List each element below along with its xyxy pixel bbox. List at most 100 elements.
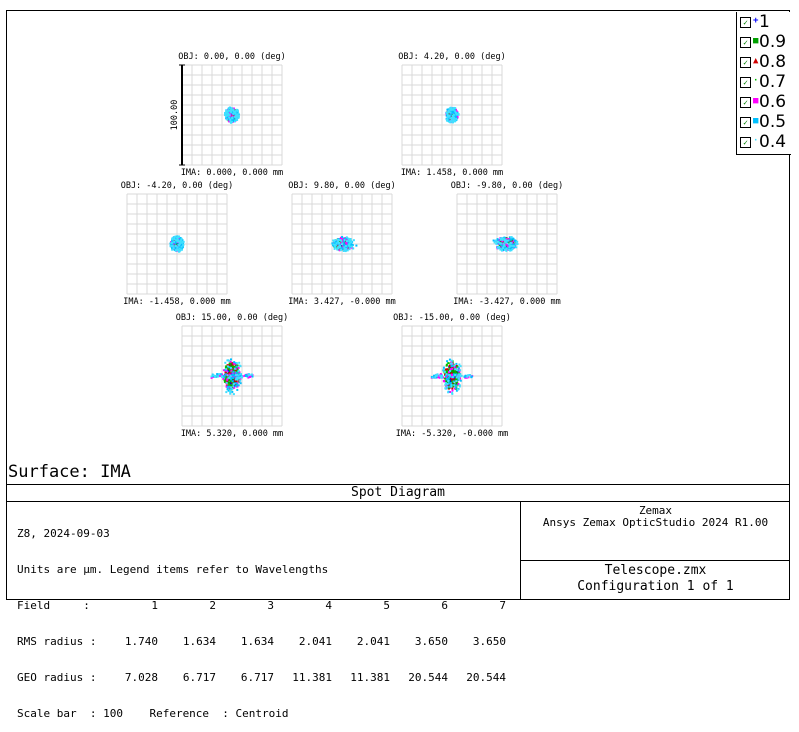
spot-point <box>217 375 220 378</box>
spot-point <box>456 368 458 371</box>
geo-value: 6.717 <box>182 671 216 684</box>
rms-value: 1.740 <box>124 635 158 648</box>
spot-point <box>440 375 443 378</box>
spot-point <box>222 375 225 378</box>
configuration-label: Configuration 1 of 1 <box>577 579 734 594</box>
spot-ima-label: IMA: 3.427, -0.000 mm <box>288 297 395 307</box>
spot-obj-label: OBJ: 15.00, 0.00 (deg) <box>176 313 289 323</box>
spot-point <box>455 376 458 379</box>
spot-point <box>504 248 506 251</box>
spot-point <box>450 362 452 365</box>
legend-item[interactable]: ✓ ■ 0.6 <box>739 92 791 112</box>
legend-item[interactable]: ✓ ▲ 0.8 <box>739 52 791 72</box>
spot-point <box>235 382 238 385</box>
spot-point <box>229 369 231 372</box>
spot-point <box>182 243 185 246</box>
spot-point <box>449 368 452 371</box>
legend-item[interactable]: ✓ · 0.7 <box>739 72 791 92</box>
spot-point <box>501 249 503 252</box>
spot-point <box>449 369 452 372</box>
legend-checkbox-icon[interactable]: ✓ <box>740 37 751 48</box>
spot-point <box>237 366 240 369</box>
spot-point <box>453 364 456 367</box>
spot-point <box>457 369 460 372</box>
field-value: 6 <box>441 599 448 612</box>
spot-point <box>236 382 239 385</box>
spot-point <box>436 374 439 377</box>
legend-item[interactable]: ✓ · 0.4 <box>739 132 791 152</box>
spot-point <box>459 373 462 376</box>
spot-point <box>233 386 236 389</box>
rms-value: 3.650 <box>472 635 506 648</box>
spot-point <box>451 366 454 369</box>
chart-title: Spot Diagram <box>6 484 790 502</box>
spot-point <box>234 120 236 123</box>
company-name: Zemax <box>638 504 673 517</box>
spot-point <box>229 117 232 120</box>
spot-point <box>452 380 455 383</box>
spot-point <box>226 114 229 117</box>
spot-point <box>227 112 230 115</box>
spot-point <box>248 374 251 376</box>
spot-point <box>442 368 445 371</box>
legend-item[interactable]: ✓ +1 <box>739 12 791 32</box>
spot-point <box>450 359 453 362</box>
spot-point <box>231 387 234 390</box>
spot-point <box>337 242 339 245</box>
spot-point <box>446 383 449 385</box>
spot-point <box>176 236 179 239</box>
spot-point <box>446 385 449 388</box>
legend-checkbox-icon[interactable]: ✓ <box>740 137 751 148</box>
spot-point <box>345 238 348 241</box>
spot-point <box>224 378 227 381</box>
spot-point <box>451 389 454 392</box>
spot-point <box>228 109 231 112</box>
field-value: 2 <box>209 599 216 612</box>
spot-point <box>455 382 458 385</box>
spot-point <box>448 115 451 118</box>
legend-checkbox-icon[interactable]: ✓ <box>740 17 751 28</box>
legend-item[interactable]: ✓ ■ 0.9 <box>739 32 791 52</box>
spot-point <box>173 238 176 241</box>
spot-point <box>237 376 240 379</box>
spot-point <box>452 118 455 121</box>
spot-point <box>513 243 516 246</box>
legend-checkbox-icon[interactable]: ✓ <box>740 77 751 88</box>
rms-value: 2.041 <box>356 635 390 648</box>
spot-point <box>334 246 337 249</box>
spot-point <box>445 363 448 366</box>
spot-obj-label: OBJ: 0.00, 0.00 (deg) <box>178 52 285 62</box>
spot-point <box>226 385 229 388</box>
spot-point <box>233 382 236 385</box>
spot-point <box>502 247 504 249</box>
spot-point <box>345 246 348 249</box>
spot-point <box>237 384 240 387</box>
spot-point <box>450 373 453 376</box>
legend-item[interactable]: ✓ ■ 0.5 <box>739 112 791 132</box>
spot-point <box>234 365 237 368</box>
spot-point <box>516 240 519 243</box>
title-block: Zemax Ansys Zemax OpticStudio 2024 R1.00… <box>520 502 790 600</box>
spot-point <box>235 369 237 372</box>
legend-checkbox-icon[interactable]: ✓ <box>740 97 751 108</box>
spot-point <box>438 374 441 377</box>
legend-checkbox-icon[interactable]: ✓ <box>740 57 751 68</box>
spot-point <box>450 360 453 363</box>
spot-point <box>170 242 173 245</box>
spot-point <box>500 244 503 246</box>
spot-point <box>239 373 242 375</box>
spot-point <box>174 235 177 238</box>
legend-checkbox-icon[interactable]: ✓ <box>740 117 751 128</box>
spot-point <box>210 376 213 379</box>
spot-point <box>447 362 450 365</box>
spot-point <box>225 112 228 115</box>
spot-point <box>228 366 231 369</box>
spot-point <box>449 107 452 110</box>
spot-point <box>504 246 507 249</box>
legend-marker-icon: + <box>753 16 759 26</box>
spot-point <box>229 360 232 363</box>
spot-point <box>234 378 237 381</box>
spot-point <box>210 375 213 378</box>
spot-point <box>229 118 232 121</box>
field-row-label: Field : <box>17 599 90 612</box>
